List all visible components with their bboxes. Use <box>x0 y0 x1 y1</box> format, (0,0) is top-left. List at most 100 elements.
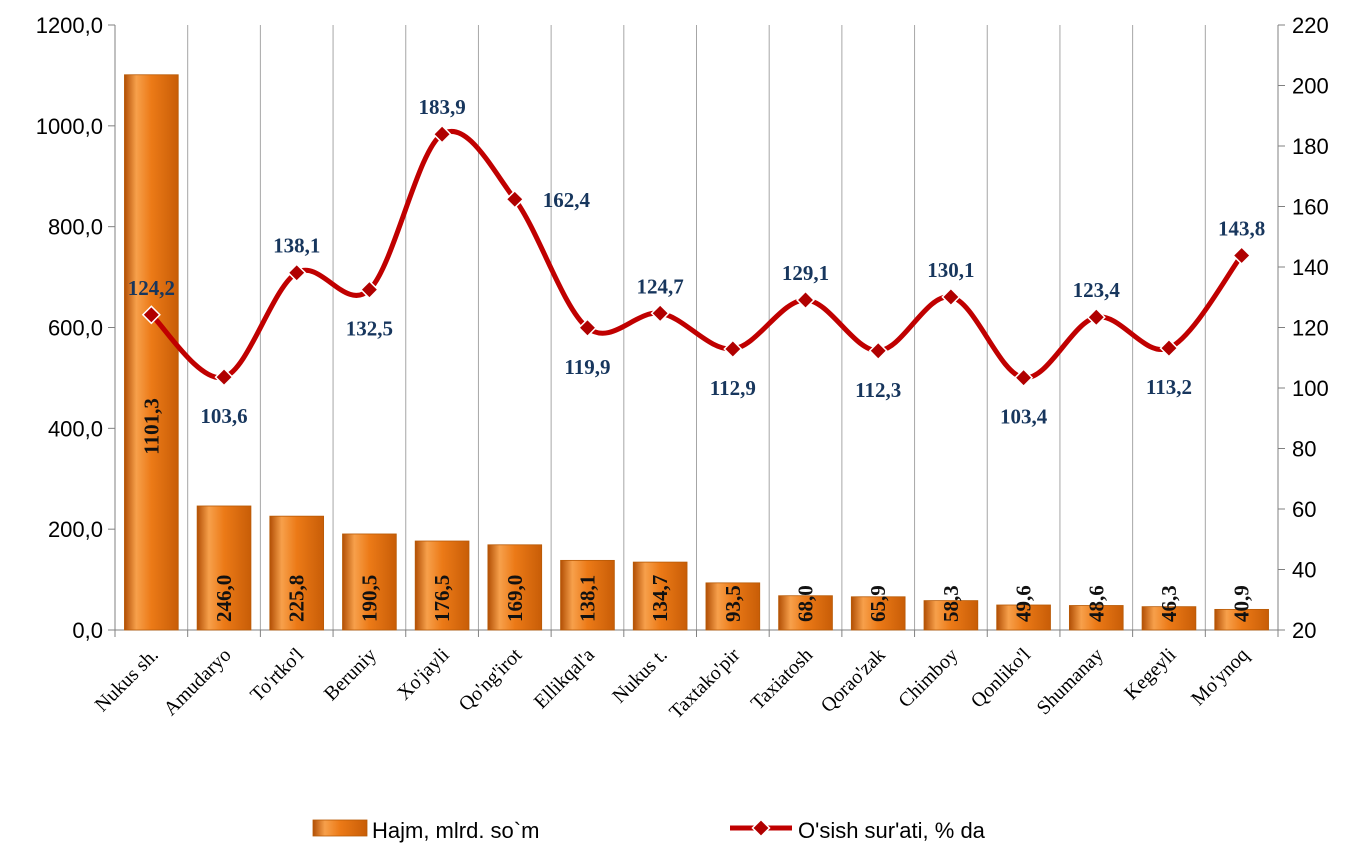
volume-label: 134,7 <box>648 575 672 622</box>
data-labels: 124,2 103,6 138,1 132,5 183,9 162,4 119,9 124,7… <box>128 95 1266 622</box>
line-marker <box>1159 338 1179 358</box>
volume-label: 225,8 <box>285 575 309 622</box>
rate-label: 130,1 <box>927 258 974 282</box>
volume-label: 40,9 <box>1230 585 1254 622</box>
bar <box>996 604 1051 631</box>
y-left-tick-label: 1200,0 <box>36 13 103 38</box>
rate-label: 143,8 <box>1218 217 1265 241</box>
y-right-tick-label: 120 <box>1292 316 1329 341</box>
category-label: Taxtako'pir <box>665 644 744 723</box>
y-right-tick-label: 160 <box>1292 195 1329 220</box>
volume-label: 68,0 <box>794 585 818 622</box>
bar <box>560 559 615 631</box>
line-marker <box>577 318 598 338</box>
volume-label: 190,5 <box>357 575 381 622</box>
category-label: Kegeyli <box>1120 644 1181 705</box>
y-left-tick-label: 0,0 <box>72 618 103 643</box>
y-right-tick-label: 180 <box>1292 134 1329 159</box>
y-right-tick-label: 220 <box>1292 13 1329 38</box>
volume-label: 246,0 <box>212 575 236 622</box>
y-right-tick-label: 60 <box>1292 497 1316 522</box>
volume-label: 58,3 <box>939 585 963 622</box>
bar <box>196 505 252 631</box>
line-marker <box>432 124 452 144</box>
line-marker <box>1014 368 1034 388</box>
volume-label: 46,3 <box>1157 585 1181 622</box>
line-series <box>141 124 1252 388</box>
category-label: To'rtko'l <box>246 644 308 706</box>
y-left-tick-label: 800,0 <box>48 215 103 240</box>
rate-label: 162,4 <box>543 188 591 212</box>
rate-label: 129,1 <box>782 261 829 285</box>
bar <box>1214 608 1269 631</box>
y-left-tick-label: 600,0 <box>48 316 103 341</box>
bar <box>850 596 906 631</box>
volume-label: 176,5 <box>430 575 454 622</box>
bar <box>923 600 979 631</box>
legend-bar-swatch <box>312 819 368 837</box>
bar <box>1141 606 1197 631</box>
bar <box>269 515 325 631</box>
y-right-tick-label: 140 <box>1292 255 1329 280</box>
line-marker <box>723 339 743 359</box>
bar <box>414 540 470 631</box>
line-marker <box>650 303 670 323</box>
line-marker <box>141 305 161 325</box>
line-marker <box>505 189 525 209</box>
bar <box>342 533 397 631</box>
rate-label: 112,3 <box>855 378 901 402</box>
vertical-gridlines <box>187 25 1206 630</box>
volume-label: 169,0 <box>503 575 527 622</box>
line-marker <box>1232 245 1252 266</box>
legend-line-marker <box>751 818 771 838</box>
y-right-tick-label: 40 <box>1292 558 1316 583</box>
volume-label: 93,5 <box>721 585 745 622</box>
rate-label: 124,7 <box>637 274 684 298</box>
category-label: Qonliko'l <box>967 644 1036 713</box>
line-marker <box>941 287 961 307</box>
rate-label: 112,9 <box>710 376 756 400</box>
bar-series <box>124 74 1269 631</box>
rate-label: 103,4 <box>1000 405 1048 429</box>
bar <box>124 74 179 631</box>
bar <box>778 595 833 631</box>
rate-label: 138,1 <box>273 234 320 258</box>
volume-label: 48,6 <box>1084 585 1108 622</box>
volume-label: 65,9 <box>866 585 890 622</box>
line-marker <box>359 280 379 300</box>
category-label: Xo'jayli <box>393 644 454 705</box>
legend-line-label: O'sish sur'ati, % da <box>798 818 986 843</box>
category-label: Qo'ng'irot <box>455 644 527 716</box>
y-right-tick-label: 200 <box>1292 74 1329 99</box>
y-right-tick-label: 100 <box>1292 376 1329 401</box>
volume-label: 1101,3 <box>139 398 163 455</box>
category-label: Ellikqal'a <box>530 644 599 713</box>
category-label: Mo'ynoq <box>1187 644 1253 710</box>
legend: Hajm, mlrd. so`m O'sish sur'ati, % da <box>312 818 986 843</box>
category-label: Beruniy <box>320 644 381 705</box>
growth-rate-line <box>148 129 1245 381</box>
bar <box>1068 605 1124 631</box>
line-marker <box>214 367 234 387</box>
rate-label: 123,4 <box>1073 278 1121 302</box>
bar <box>632 561 688 631</box>
line-marker <box>287 263 307 283</box>
y-left-tick-label: 400,0 <box>48 416 103 441</box>
category-label: Shumanay <box>1033 644 1108 719</box>
category-label: Nukus t. <box>608 644 671 707</box>
rate-label: 124,2 <box>128 276 175 300</box>
line-marker <box>795 290 816 310</box>
volume-label: 138,1 <box>575 575 599 622</box>
category-label: Nukus sh. <box>91 644 163 716</box>
rate-label: 132,5 <box>346 317 393 341</box>
rate-label: 113,2 <box>1146 375 1192 399</box>
line-marker <box>1086 307 1106 327</box>
category-label: Taxiatosh <box>747 644 817 714</box>
bar <box>705 582 761 631</box>
y-right-tick-label: 20 <box>1292 618 1316 643</box>
category-label: Qorao'zak <box>817 644 890 717</box>
rate-label: 183,9 <box>418 95 465 119</box>
category-label: Amudaryo <box>160 644 236 720</box>
y-right-tick-label: 80 <box>1292 437 1316 462</box>
